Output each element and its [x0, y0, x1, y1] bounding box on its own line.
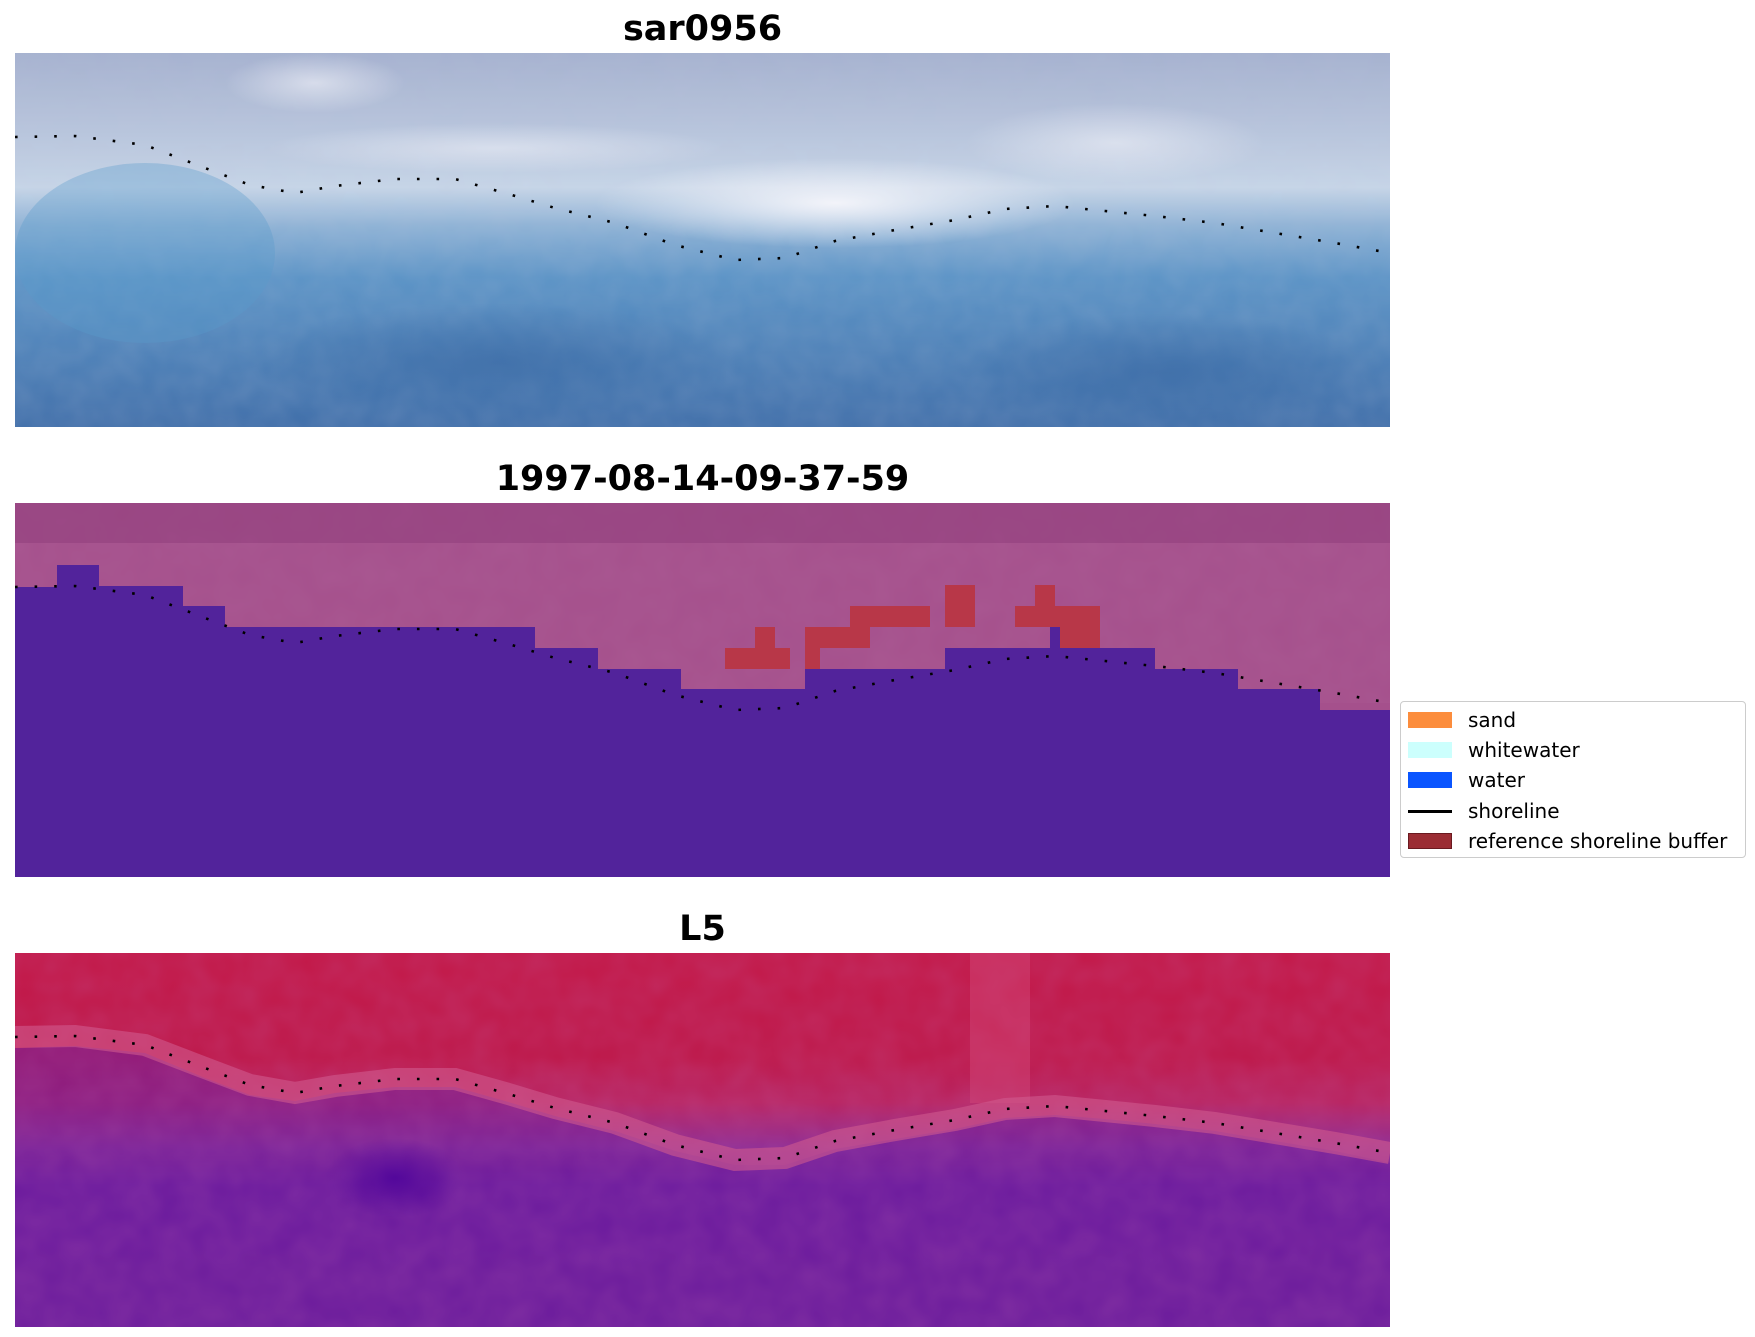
- whitewater-swatch: [1408, 742, 1452, 758]
- legend-item-sand: sand: [1408, 706, 1744, 732]
- shoreline-line-swatch: [1408, 810, 1452, 813]
- legend-item-water: water: [1408, 766, 1744, 792]
- reference-buffer-region: [725, 585, 1100, 689]
- legend-item-whitewater: whitewater: [1408, 736, 1744, 762]
- reference-buffer-swatch: [1408, 833, 1452, 849]
- legend-label: sand: [1468, 708, 1517, 732]
- legend: sand whitewater water shoreline referenc…: [1400, 701, 1746, 858]
- false-color-image: [15, 953, 1390, 1327]
- water-class-region: [15, 565, 1390, 877]
- water-swatch: [1408, 772, 1452, 788]
- satellite-rgb-image: [15, 53, 1390, 427]
- panel-title-date: 1997-08-14-09-37-59: [495, 459, 910, 499]
- legend-item-shoreline: shoreline: [1408, 797, 1744, 823]
- legend-item-reference-buffer: reference shoreline buffer: [1408, 827, 1744, 853]
- legend-label: water: [1468, 768, 1525, 792]
- legend-label: shoreline: [1468, 799, 1560, 823]
- legend-label: whitewater: [1468, 738, 1580, 762]
- classified-image: [15, 503, 1390, 877]
- panel-title-sar0956: sar0956: [622, 9, 783, 49]
- sand-swatch: [1408, 712, 1452, 728]
- legend-label: reference shoreline buffer: [1468, 829, 1728, 853]
- panel-title-l5: L5: [679, 909, 726, 949]
